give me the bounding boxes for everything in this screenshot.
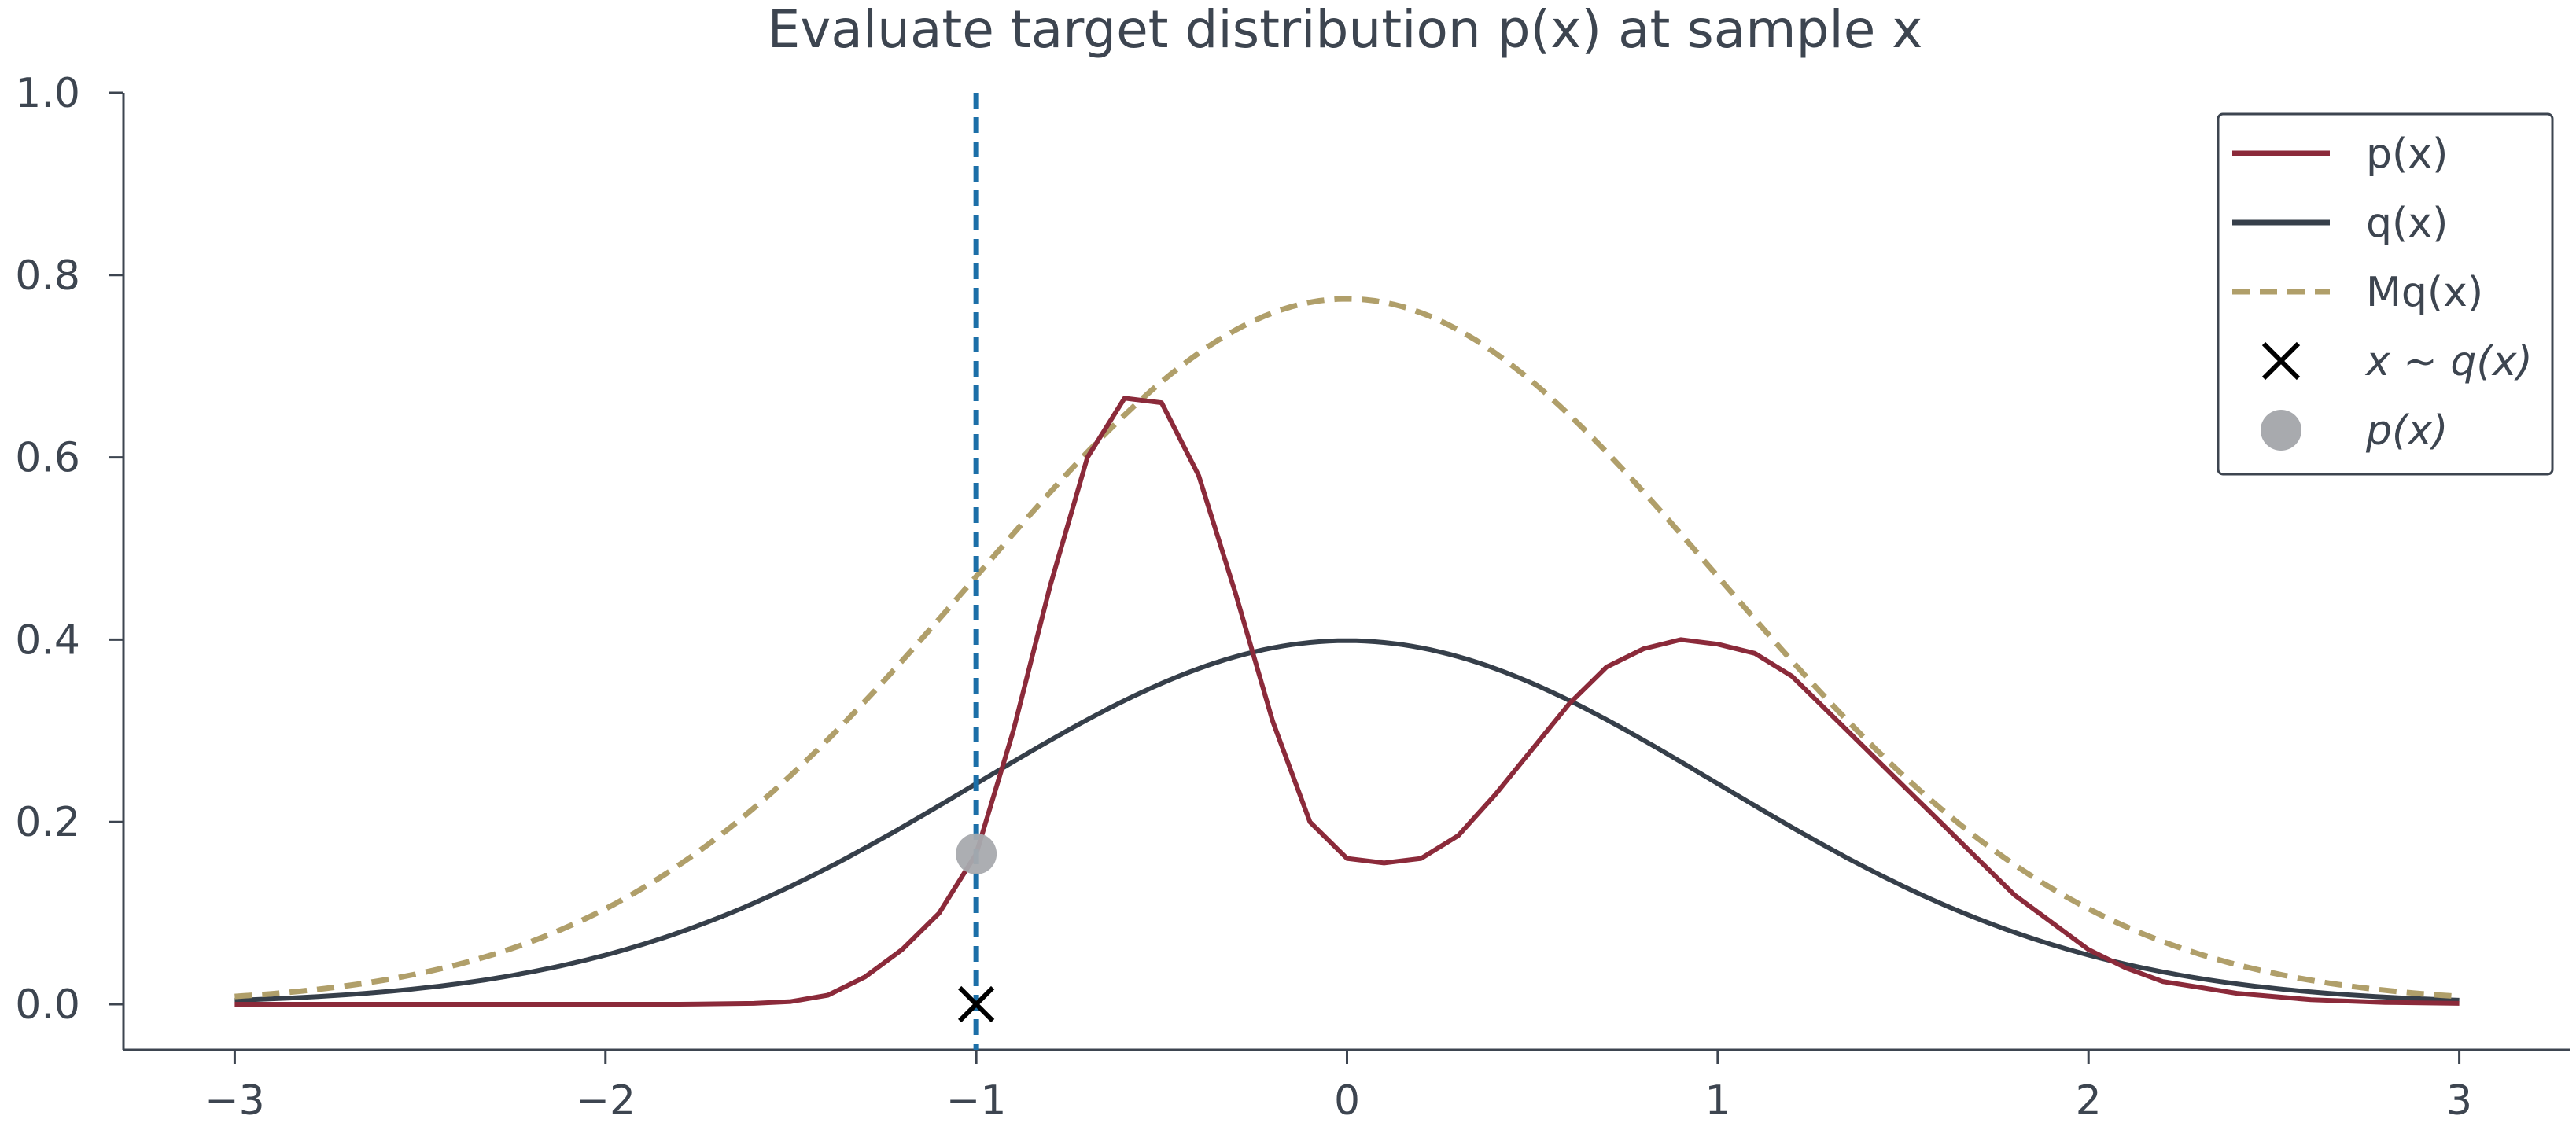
px-point-marker: [956, 833, 997, 874]
plot-area: [234, 93, 2460, 1050]
chart-title: Evaluate target distribution p(x) at sam…: [768, 0, 1923, 60]
legend-entry: p(x): [2261, 407, 2448, 455]
legend-label: q(x): [2366, 200, 2448, 247]
legend-entry: x ~ q(x): [2261, 338, 2533, 385]
x-tick-label: 3: [2446, 1077, 2472, 1125]
y-tick-label: 0.6: [15, 435, 80, 482]
legend-entry: p(x): [2232, 131, 2448, 178]
y-tick-label: 0.8: [15, 252, 80, 300]
x-tick-label: 2: [2076, 1077, 2102, 1125]
legend-label: p(x): [2365, 407, 2448, 455]
axes: −3 −2 −1 0 1 2 3 0.0 0.2 0.4 0.6 0.8 1.0: [15, 70, 2570, 1125]
legend-box: [2217, 112, 2554, 476]
legend-entry: Mq(x): [2232, 269, 2483, 316]
legend-entry: q(x): [2232, 200, 2448, 247]
x-cross-icon: [958, 985, 995, 1023]
x-tick-label: −1: [946, 1077, 1007, 1125]
y-tick-label: 1.0: [15, 70, 80, 117]
legend-label: x ~ q(x): [2364, 338, 2533, 385]
series-line-mqx: [234, 296, 2460, 1000]
filled-circle-icon: [2261, 410, 2301, 451]
x-tick-label: −3: [205, 1077, 265, 1125]
x-tick-label: 1: [1704, 1077, 1730, 1125]
series-line-px: [234, 396, 2460, 1007]
x-tick-label: −2: [575, 1077, 636, 1125]
x-tick-label: 0: [1334, 1077, 1360, 1125]
series-line-qx: [234, 638, 2460, 1003]
y-tick-label: 0.2: [15, 799, 80, 846]
legend-label: Mq(x): [2366, 269, 2483, 316]
y-tick-label: 0.4: [15, 617, 80, 664]
legend-label: p(x): [2366, 131, 2448, 178]
y-tick-label: 0.0: [15, 981, 80, 1029]
legend: p(x) q(x) Mq(x) x ~ q(x) p(x): [2217, 112, 2554, 476]
x-cross-icon: [2261, 341, 2301, 381]
sample-x-marker: [958, 985, 995, 1023]
